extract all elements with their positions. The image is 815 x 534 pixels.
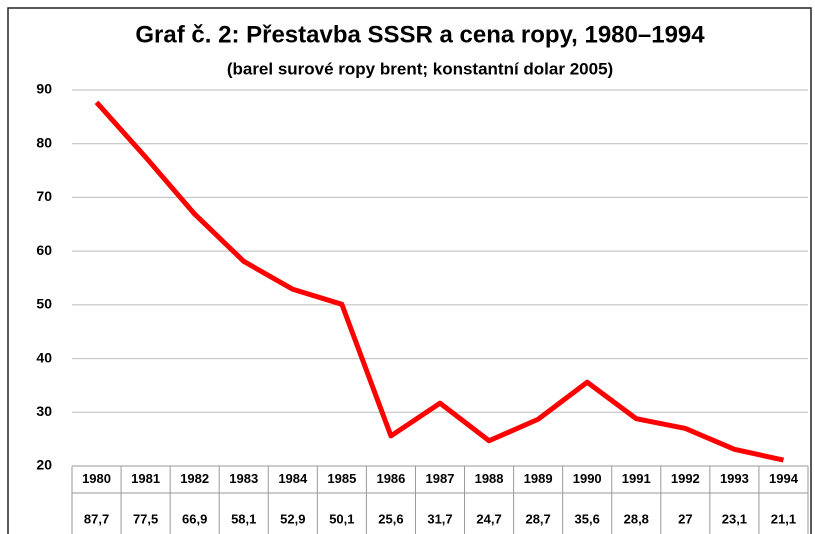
table-year: 1994 (769, 471, 799, 486)
table-year: 1985 (327, 471, 356, 486)
table-value: 66,9 (182, 511, 207, 526)
table-value: 21,1 (771, 511, 796, 526)
table-year: 1988 (475, 471, 504, 486)
table-value: 87,7 (84, 511, 109, 526)
table-value: 28,8 (624, 511, 649, 526)
data-line (94, 100, 785, 463)
chart-border (7, 7, 812, 534)
table-year: 1982 (180, 471, 209, 486)
table-year: 1990 (573, 471, 602, 486)
table-year: 1981 (131, 471, 160, 486)
table-value: 58,1 (231, 511, 256, 526)
table-value: 24,7 (476, 511, 501, 526)
table-value: 31,7 (427, 511, 452, 526)
y-tick-label: 60 (36, 242, 52, 258)
y-tick-label: 20 (36, 457, 52, 473)
table-value: 52,9 (280, 511, 305, 526)
table-year: 1992 (671, 471, 700, 486)
table-value: 28,7 (525, 511, 550, 526)
y-tick-label: 50 (36, 296, 52, 312)
y-tick-label: 30 (36, 403, 52, 419)
chart-title: Graf č. 2: Přestavba SSSR a cena ropy, 1… (135, 21, 705, 48)
table-year: 1991 (622, 471, 651, 486)
table-year: 1984 (278, 471, 308, 486)
table-year: 1983 (229, 471, 258, 486)
table-value: 35,6 (575, 511, 600, 526)
table-year: 1989 (524, 471, 553, 486)
y-tick-label: 40 (36, 349, 52, 365)
y-tick-label: 70 (36, 188, 52, 204)
table-value: 77,5 (133, 511, 158, 526)
table-value: 25,6 (378, 511, 403, 526)
y-tick-label: 90 (36, 81, 52, 97)
y-tick-label: 80 (36, 134, 52, 150)
table-year: 1980 (82, 471, 111, 486)
table-year: 1986 (376, 471, 405, 486)
table-value: 50,1 (329, 511, 354, 526)
chart-subtitle: (barel surové ropy brent; konstantní dol… (227, 59, 613, 78)
table-value: 23,1 (722, 511, 747, 526)
table-value: 27 (678, 511, 692, 526)
table-year: 1993 (720, 471, 749, 486)
table-year: 1987 (426, 471, 455, 486)
